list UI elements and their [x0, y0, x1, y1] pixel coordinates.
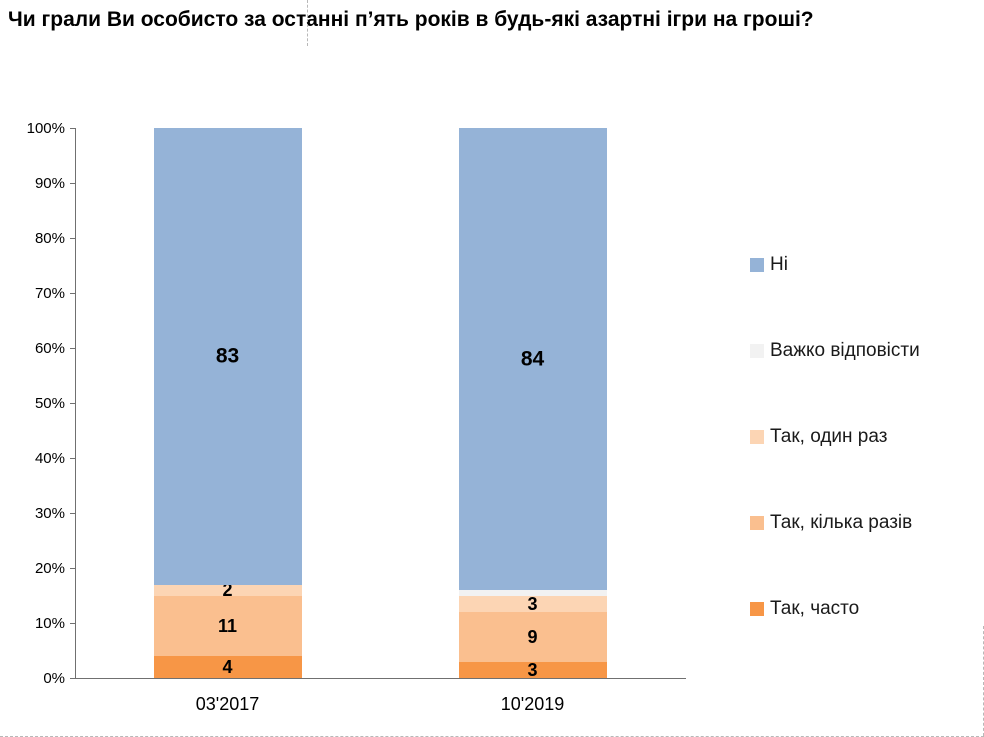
- legend-item: Важко відповісти: [750, 340, 920, 362]
- y-tick-mark: [70, 623, 75, 624]
- bar-segment-label: 83: [215, 344, 240, 368]
- bar-segment: 3: [458, 593, 607, 614]
- y-tick-label: 70%: [34, 285, 65, 302]
- bar-column: 3 9 3 84: [458, 128, 607, 680]
- bar-segment: 2: [153, 581, 302, 599]
- y-tick-mark: [70, 458, 75, 459]
- y-tick-label: 30%: [34, 505, 65, 522]
- y-tick-label: 50%: [34, 395, 65, 412]
- bar-segment-label: 84: [520, 347, 545, 371]
- bar-segment-label: 11: [217, 615, 238, 636]
- chart-legend: Ні Важко відповісти Так, один раз Так, кіль…: [750, 254, 920, 620]
- legend-swatch: [750, 602, 764, 616]
- bar-segment: 84: [458, 128, 607, 590]
- x-category-label: 03'2017: [195, 694, 260, 714]
- x-category-label: 10'2019: [500, 694, 565, 714]
- legend-item: Ні: [750, 254, 920, 276]
- y-tick-label: 80%: [34, 230, 65, 247]
- legend-item: Так, один раз: [750, 426, 920, 448]
- y-tick-mark: [70, 403, 75, 404]
- y-axis-line: [75, 128, 76, 679]
- y-tick-label: 100%: [26, 120, 65, 137]
- y-tick-mark: [70, 513, 75, 514]
- legend-swatch: [750, 430, 764, 444]
- bar-segment: 11: [153, 595, 302, 656]
- y-tick-mark: [70, 128, 75, 129]
- bar-segment: 83: [153, 128, 302, 585]
- bar-segment: 9: [458, 612, 607, 662]
- y-tick-mark: [70, 183, 75, 184]
- bar-segment-label: 2: [222, 580, 233, 600]
- bar-segment: 4: [153, 656, 302, 678]
- legend-item: Так, часто: [750, 598, 920, 620]
- bar-column: 4 11 2 83: [153, 128, 302, 678]
- y-tick-mark: [70, 238, 75, 239]
- legend-swatch: [750, 258, 764, 272]
- y-tick-mark: [70, 568, 75, 569]
- bar-segment: [458, 590, 607, 596]
- bar-segment-label: 4: [222, 657, 233, 677]
- chart-title: Чи грали Ви особисто за останні п’ять ро…: [8, 8, 814, 31]
- y-tick-mark: [70, 348, 75, 349]
- y-tick-label: 0%: [43, 670, 65, 687]
- y-tick-label: 60%: [34, 340, 65, 357]
- bar-segment-label: 3: [527, 593, 538, 614]
- legend-item: Так, кілька разів: [750, 512, 920, 534]
- y-tick-label: 20%: [34, 560, 65, 577]
- y-tick-label: 10%: [34, 615, 65, 632]
- legend-swatch: [750, 516, 764, 530]
- y-tick-mark: [70, 293, 75, 294]
- page-break-line-vertical: [307, 0, 308, 46]
- legend-swatch: [750, 344, 764, 358]
- legend-label: Так, часто: [770, 598, 860, 619]
- bar-segment-label: 3: [527, 659, 538, 680]
- legend-label: Так, один раз: [770, 426, 888, 447]
- bar-segment-label: 9: [527, 626, 538, 647]
- x-axis-line: [70, 678, 686, 679]
- legend-label: Так, кілька разів: [770, 512, 913, 533]
- y-tick-label: 40%: [34, 450, 65, 467]
- legend-label: Важко відповісти: [770, 340, 920, 361]
- bar-segment: 3: [458, 659, 607, 680]
- legend-label: Ні: [770, 254, 788, 275]
- y-tick-label: 90%: [34, 175, 65, 192]
